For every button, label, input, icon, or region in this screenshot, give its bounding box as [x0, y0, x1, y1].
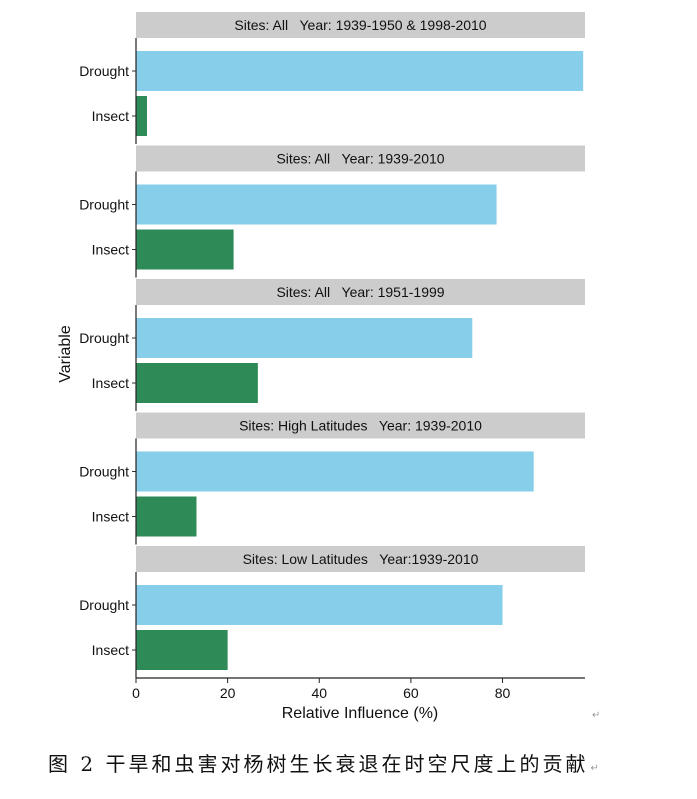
paragraph-mark: ↵: [592, 710, 601, 721]
facet-title: Sites: All Year: 1939-1950 & 1998-2010: [234, 17, 486, 33]
y-axis-title: Variable: [57, 325, 74, 383]
facet-title: Sites: High Latitudes Year: 1939-2010: [239, 418, 482, 434]
x-axis-title: Relative Influence (%): [282, 705, 439, 722]
x-axis: 0 20 40 60 80: [132, 677, 585, 701]
facet-panel: Sites: All Year: 1951-1999 Drought Insect: [79, 279, 585, 411]
facet-strip: [136, 546, 585, 572]
category-label: Drought: [79, 197, 129, 213]
facet-panel: Sites: All Year: 1939-1950 & 1998-2010 Dr…: [79, 12, 585, 144]
category-label: Drought: [79, 63, 129, 79]
bar-insect: [136, 229, 234, 270]
category-label: Drought: [79, 330, 129, 346]
bar-insect: [136, 363, 258, 403]
return-mark: ↵: [590, 763, 602, 774]
category-label: Drought: [79, 597, 129, 613]
facet-strip: [136, 12, 585, 38]
x-tick-label: 40: [311, 685, 327, 701]
category-label: Insect: [92, 375, 129, 391]
facet-strip: [136, 412, 585, 439]
x-tick-label: 60: [403, 685, 419, 701]
facet-panel: Sites: Low Latitudes Year:1939-2010 Droug…: [79, 546, 585, 678]
bar-insect: [136, 496, 197, 537]
caption-text: 图 2 干旱和虫害对杨树生长衰退在时空尺度上的贡献: [48, 752, 589, 776]
bar-drought: [136, 318, 473, 358]
facet-strip: [136, 279, 585, 305]
faceted-bar-chart: Sites: All Year: 1939-1950 & 1998-2010 Dr…: [57, 12, 585, 722]
bar-drought: [136, 51, 584, 91]
bar-insect: [136, 630, 228, 670]
facet-strip: [136, 145, 585, 172]
facet-title: Sites: Low Latitudes Year:1939-2010: [243, 551, 479, 567]
x-tick-label: 80: [495, 685, 511, 701]
facet-title: Sites: All Year: 1939-2010: [276, 151, 444, 167]
x-tick-label: 20: [220, 685, 236, 701]
bar-drought: [136, 451, 534, 492]
x-tick-label: 0: [132, 685, 140, 701]
category-label: Insect: [92, 642, 129, 658]
bar-drought: [136, 184, 497, 225]
category-label: Insect: [92, 509, 129, 525]
facet-panels: Sites: All Year: 1939-1950 & 1998-2010 Dr…: [79, 12, 585, 678]
bar-insect: [136, 96, 147, 136]
facet-panel: Sites: High Latitudes Year: 1939-2010 Dro…: [79, 412, 585, 545]
facet-panel: Sites: All Year: 1939-2010 Drought Insect: [79, 145, 585, 278]
category-label: Insect: [92, 242, 129, 258]
figure-caption: 图 2 干旱和虫害对杨树生长衰退在时空尺度上的贡献 ↵: [48, 748, 600, 777]
category-label: Drought: [79, 464, 129, 480]
category-label: Insect: [92, 108, 129, 124]
facet-title: Sites: All Year: 1951-1999: [276, 284, 444, 300]
bar-drought: [136, 585, 503, 625]
